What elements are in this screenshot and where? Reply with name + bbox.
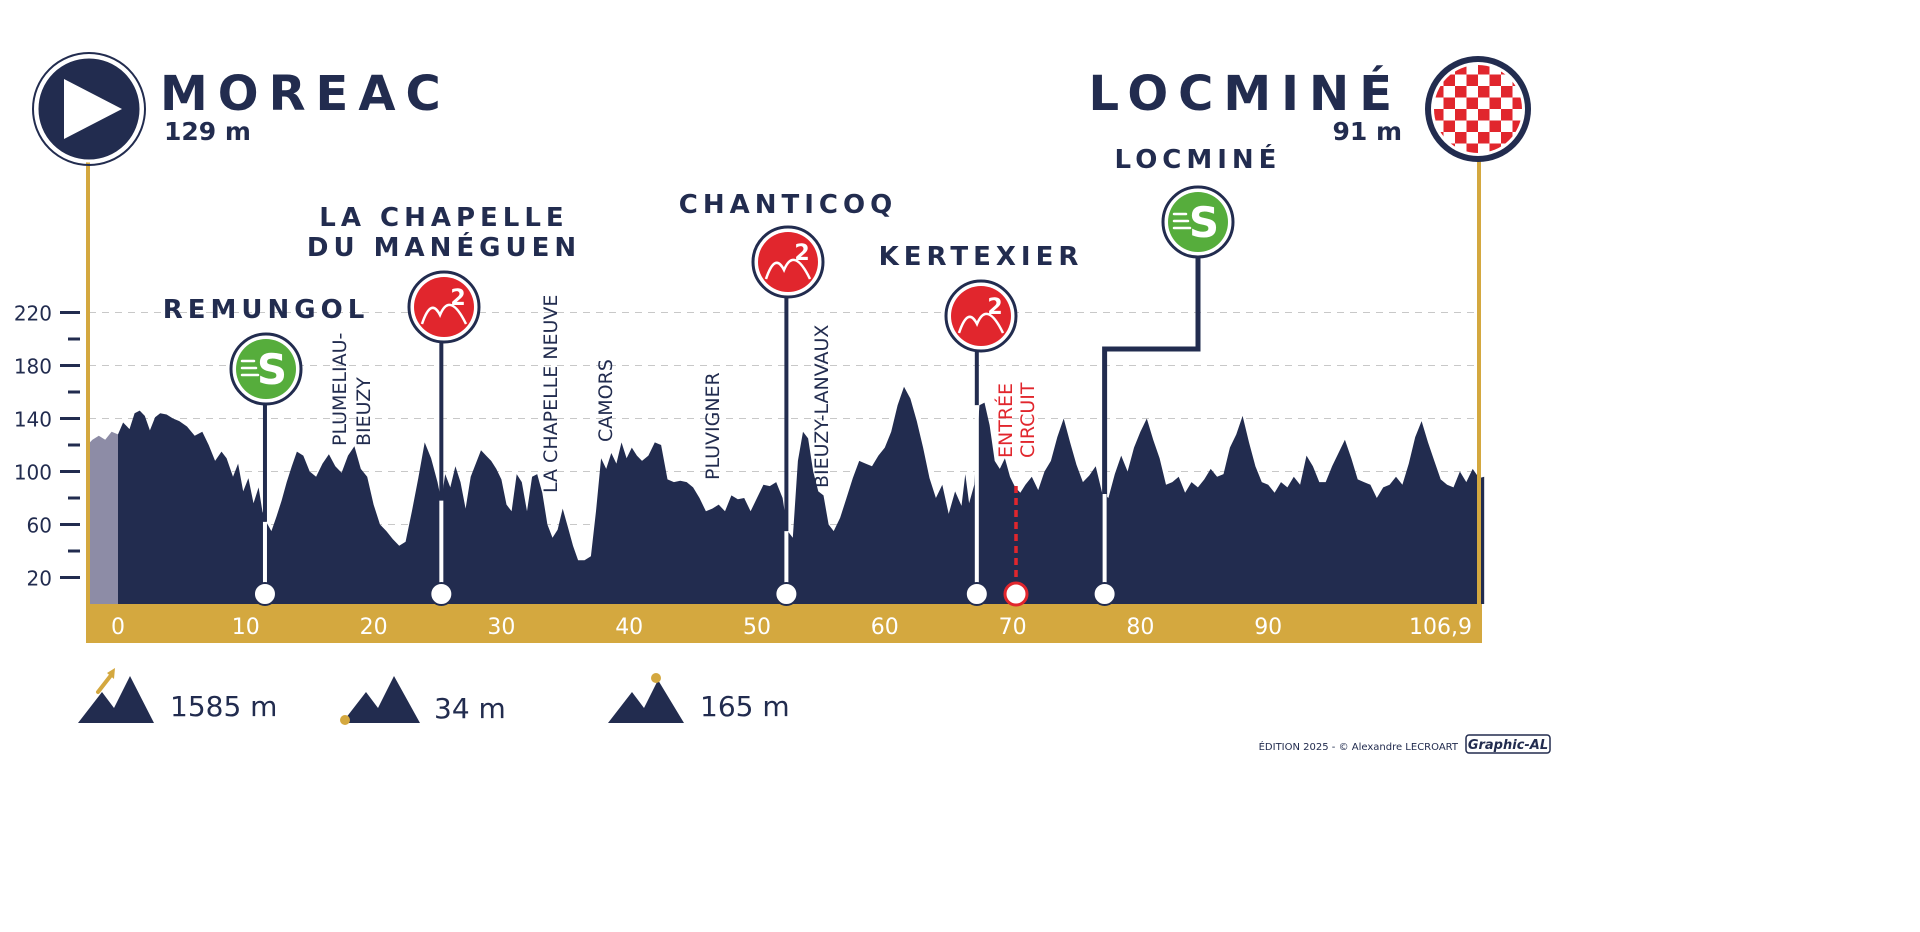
x-tick-label-30: 30 <box>487 615 515 640</box>
x-axis: 106,9 0 10 20 30 40 50 60 70 80 90 <box>111 615 1472 640</box>
town-label-camors: CAMORS <box>595 359 617 442</box>
town-label-line-1: PLUMELIAU- <box>329 333 351 446</box>
start-header: MOREAC 129 m <box>32 52 451 166</box>
sprint-badge <box>236 339 296 399</box>
circuit-entry-marker <box>1003 486 1029 607</box>
sprint-icon: S <box>1189 198 1219 247</box>
town-label-line-2: BIEUZY <box>353 377 375 446</box>
start-badge-ring <box>32 52 146 166</box>
profile-area <box>118 386 1485 604</box>
town-label-pluvigner: PLUVIGNER <box>702 372 724 480</box>
mountain-icon <box>764 258 812 280</box>
start-town-name: MOREAC <box>160 66 451 122</box>
marker-locmine: S LOCMINÉ <box>1092 143 1282 606</box>
y-tick-label-180: 180 <box>14 355 52 379</box>
x-tick-label-0: 0 <box>111 615 125 640</box>
graphic-al-logo: Graphic-AL <box>1465 734 1551 754</box>
finish-pole <box>1477 160 1481 604</box>
graphic-al-logo-text: Graphic-AL <box>1468 738 1548 753</box>
credits-text: ÉDITION 2025 - © Alexandre LECROART <box>1259 740 1459 753</box>
marker-pole-connector <box>1102 252 1201 498</box>
marker-name: DU MANÉGUEN <box>307 231 581 263</box>
start-pole <box>86 160 90 604</box>
x-tick-label-10: 10 <box>232 615 260 640</box>
x-tick-label-60: 60 <box>871 615 899 640</box>
y-tick-label-60: 60 <box>27 514 52 538</box>
x-tick-label-70: 70 <box>999 615 1027 640</box>
neutral-zone-area <box>89 431 118 604</box>
circuit-entry-label: ENTRÉE CIRCUIT <box>994 377 1039 458</box>
mountain-icon <box>420 303 468 325</box>
x-tick-label-end: 106,9 <box>1409 615 1472 640</box>
circuit-entry-dot <box>1003 581 1029 607</box>
marker-base-dot <box>964 582 989 606</box>
x-tick-label-50: 50 <box>743 615 771 640</box>
circuit-entry-line-2: CIRCUIT <box>1017 382 1039 458</box>
y-tick-label-220: 220 <box>14 302 52 326</box>
mountain-icon <box>957 312 1005 334</box>
y-tick-label-100: 100 <box>14 461 52 485</box>
marker-base-dot <box>1092 582 1117 606</box>
y-tick-label-20: 20 <box>27 567 52 591</box>
climb-category: 2 <box>987 295 1002 320</box>
sprint-badge <box>1168 192 1228 252</box>
sprint-icon: S <box>257 345 287 394</box>
marker-base-dot <box>429 582 454 606</box>
x-axis-band <box>86 604 1482 643</box>
total-climbing-value: 1585 m <box>170 690 277 723</box>
stats-bar: 1585 m 34 m 165 m <box>78 668 790 725</box>
x-tick-label-40: 40 <box>615 615 643 640</box>
total-climbing-icon <box>78 668 154 723</box>
town-label-la-chapelle-neuve: LA CHAPELLE NEUVE <box>540 295 562 493</box>
town-labels: PLUMELIAU- BIEUZY LA CHAPELLE NEUVE CAMO… <box>329 295 1039 493</box>
marker-name: LOCMINÉ <box>1115 143 1282 175</box>
climb-category: 2 <box>450 286 465 311</box>
highest-point-value: 165 m <box>700 690 790 723</box>
y-axis: 20 60 100 140 180 220 <box>14 302 80 591</box>
marker-chanticoq: 2 CHANTICOQ <box>679 190 897 606</box>
x-tick-label-90: 90 <box>1254 615 1282 640</box>
finish-altitude: 91 m <box>1332 117 1402 146</box>
climb-category: 2 <box>794 241 809 266</box>
highest-point-icon <box>608 673 684 723</box>
marker-name: KERTEXIER <box>879 242 1084 272</box>
circuit-entry-line-1: ENTRÉE <box>994 383 1017 458</box>
marker-remungol: S REMUNGOL <box>163 295 370 606</box>
x-tick-label-80: 80 <box>1126 615 1154 640</box>
marker-base-dot <box>252 582 277 606</box>
lowest-point-value: 34 m <box>434 692 506 725</box>
town-label-bieuzy-lanvaux: BIEUZY-LANVAUX <box>811 325 833 488</box>
marker-name: REMUNGOL <box>163 295 370 325</box>
marker-name: CHANTICOQ <box>679 190 897 220</box>
town-label-plumeliau-bieuzy: PLUMELIAU- BIEUZY <box>329 327 375 446</box>
marker-base-dot <box>774 582 799 606</box>
marker-name: LA CHAPELLE <box>319 203 568 233</box>
finish-town-name: LOCMINÉ <box>1089 65 1403 122</box>
x-tick-label-20: 20 <box>360 615 388 640</box>
lowest-point-icon <box>340 676 420 725</box>
start-altitude: 129 m <box>164 117 251 146</box>
marker-kertexier: 2 KERTEXIER <box>879 242 1084 606</box>
finish-header: LOCMINÉ 91 m <box>1089 56 1531 162</box>
y-tick-label-140: 140 <box>14 408 52 432</box>
play-icon <box>64 79 122 139</box>
